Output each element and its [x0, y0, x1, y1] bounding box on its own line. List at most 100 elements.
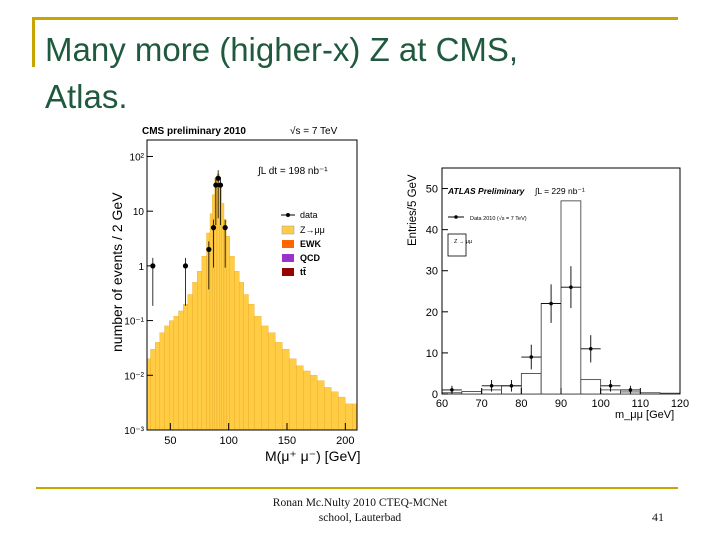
atlas-mc-bar [520, 373, 542, 395]
cms-xlabel: M(μ⁺ μ⁻) [GeV] [265, 448, 360, 464]
atlas-data-point [588, 347, 593, 351]
atlas-xtick-label: 80 [515, 398, 527, 410]
cms-legend-ttbar: tt̄ [300, 267, 306, 277]
atlas-xlabel: m_μμ [GeV] [615, 409, 674, 421]
cms-data-point [217, 182, 224, 188]
atlas-legend-mc: Z → μμ [454, 239, 472, 245]
cms-xtick-label: 200 [336, 435, 354, 447]
cms-z-bar [159, 332, 165, 431]
cms-z-bar [197, 271, 202, 431]
atlas-lumi: ∫L = 229 nb⁻¹ [534, 186, 585, 196]
cms-ytick-label: 10² [130, 152, 145, 163]
cms-z-bar [169, 320, 174, 431]
atlas-data-point [450, 388, 454, 392]
cms-z-bar [345, 403, 353, 431]
atlas-mc-bar [659, 392, 681, 395]
cms-xtick-label: 100 [219, 435, 237, 447]
cms-z-bar [192, 282, 198, 431]
cms-z-bar [303, 370, 311, 431]
cms-z-bar [317, 380, 325, 431]
atlas-ytick-label: 50 [426, 184, 438, 196]
cms-z-bar [289, 358, 297, 431]
cms-lumi: ∫L dt = 198 nb⁻¹ [257, 166, 328, 177]
atlas-xtick-label: 60 [436, 398, 448, 410]
cms-z-bar [229, 256, 235, 431]
atlas-legend-data: Data 2010 (√s = 7 TeV) [470, 215, 527, 222]
cms-legend-ewk: EWK [300, 239, 321, 249]
atlas-data-point [529, 355, 534, 359]
cms-data-point [210, 225, 217, 231]
cms-z-bar [221, 203, 225, 431]
cms-z-bar [206, 232, 211, 431]
cms-ytick-label: 1 [138, 262, 144, 273]
cms-data-point [222, 225, 228, 231]
atlas-data-point [489, 383, 494, 388]
atlas-mc-bar [639, 392, 661, 395]
atlas-legend: Data 2010 (√s = 7 TeV) Z → μμ [447, 215, 527, 257]
atlas-xtick-label: 110 [632, 398, 650, 410]
atlas-data-point [569, 285, 573, 289]
cms-z-bar [178, 310, 184, 431]
cms-z-bar [234, 271, 240, 431]
atlas-data-point [628, 388, 633, 392]
cms-legend: data Z→μμ EWK QCD tt̄ [281, 210, 325, 277]
cms-z-bar [261, 325, 269, 431]
cms-z-bar [183, 303, 188, 431]
cms-z-bar [155, 342, 160, 431]
cms-z-bar [146, 358, 151, 431]
cms-ytick-label: 10⁻² [124, 371, 144, 382]
cms-z-bar [296, 365, 304, 431]
cms-z-bar [282, 349, 290, 431]
page-number: 41 [652, 510, 664, 524]
atlas-ytick-label: 30 [426, 266, 438, 278]
slide-top-rule [34, 17, 678, 20]
footer-rule [36, 487, 678, 489]
atlas-ytick-label: 40 [426, 225, 438, 237]
atlas-data-point [549, 301, 553, 306]
atlas-xtick-label: 100 [591, 398, 609, 410]
cms-z-bar [243, 294, 249, 431]
cms-plot: CMS preliminary 2010 √s = 7 TeV ∫L dt = … [100, 118, 375, 473]
atlas-mc-bar [461, 391, 483, 395]
cms-data-point [213, 182, 219, 188]
cms-ytick-label: 10⁻³ [124, 426, 144, 437]
cms-z-bar [209, 213, 213, 431]
atlas-xtick-label: 90 [555, 398, 567, 410]
cms-legend-qcd: QCD [300, 253, 321, 263]
cms-z-bar [254, 316, 262, 431]
cms-z-bar [331, 391, 339, 431]
footer-credit: Ronan Mc.Nulty 2010 CTEQ-MCNet school, L… [240, 496, 480, 526]
cms-z-bar [310, 375, 318, 431]
cms-z-bar [352, 403, 358, 431]
footer-line-1: Ronan Mc.Nulty 2010 CTEQ-MCNet [272, 497, 448, 509]
cms-header-left: CMS preliminary 2010 [142, 126, 246, 137]
atlas-plot: ATLAS Preliminary ∫L = 229 nb⁻¹ Data 201… [400, 160, 695, 425]
cms-z-bar [187, 294, 193, 431]
cms-xtick-label: 150 [278, 435, 296, 447]
cms-frame [146, 139, 358, 431]
atlas-title: ATLAS Preliminary [447, 186, 526, 196]
cms-z-bar [173, 316, 179, 431]
atlas-ytick-label: 0 [432, 389, 438, 401]
cms-z-bar [201, 256, 207, 431]
cms-data-point [215, 175, 221, 181]
cms-z-bar [150, 349, 156, 431]
cms-data-point [182, 263, 189, 269]
cms-legend-z: Z→μμ [300, 225, 325, 235]
cms-header-right: √s = 7 TeV [290, 125, 338, 137]
atlas-xtick-label: 70 [476, 398, 488, 410]
atlas-ytick-label: 10 [426, 348, 438, 360]
cms-ylabel: number of events / 2 GeV [109, 192, 125, 352]
cms-z-bar [226, 235, 230, 431]
cms-legend-data: data [300, 210, 318, 220]
cms-z-bar [338, 396, 346, 431]
atlas-mc-bar [580, 379, 602, 395]
cms-z-bar [239, 282, 244, 431]
atlas-data-point [509, 383, 514, 388]
slide-title: Many more (higher-x) Z at CMS, Atlas. [45, 26, 685, 120]
atlas-ytick-label: 20 [426, 307, 438, 319]
cms-z-bar [275, 342, 283, 431]
cms-z-bar [324, 387, 332, 431]
cms-z-bar [248, 303, 255, 431]
atlas-xtick-label: 120 [671, 398, 689, 410]
